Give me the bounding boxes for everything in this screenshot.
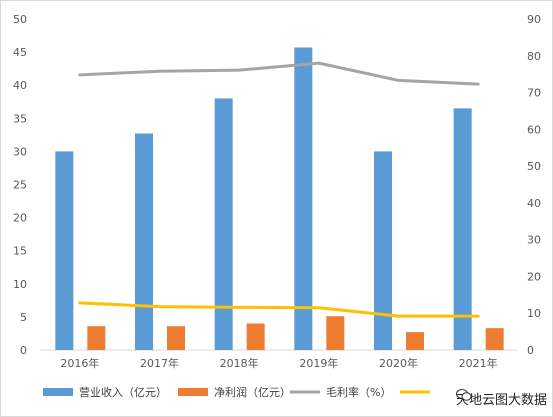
legend-swatch bbox=[178, 388, 208, 396]
y-tick-label: 5 bbox=[20, 311, 27, 324]
x-tick-label: 2017年 bbox=[140, 356, 179, 370]
x-tick-label: 2021年 bbox=[459, 356, 498, 370]
legend: 营业收入（亿元） 净利润（亿元） 毛利率（%） bbox=[43, 385, 430, 399]
watermark: 天地云图大数据 bbox=[455, 389, 547, 408]
y2-tick-label: 20 bbox=[527, 270, 541, 283]
wechat-icon bbox=[455, 389, 472, 401]
bar bbox=[406, 332, 424, 350]
bar bbox=[87, 326, 106, 350]
bar bbox=[374, 151, 392, 350]
legend-label: 毛利率（%） bbox=[326, 385, 391, 399]
y-tick-label: 40 bbox=[13, 79, 27, 92]
y-tick-label: 20 bbox=[13, 212, 27, 225]
y2-tick-label: 60 bbox=[527, 123, 541, 136]
y-tick-label: 25 bbox=[13, 179, 27, 192]
x-tick-label: 2020年 bbox=[379, 356, 418, 370]
bar bbox=[55, 151, 74, 350]
y2-tick-label: 90 bbox=[527, 13, 541, 26]
bar-series bbox=[55, 47, 504, 351]
y2-tick-label: 50 bbox=[527, 160, 541, 173]
y2-tick-label: 0 bbox=[527, 344, 534, 357]
y2-tick-label: 10 bbox=[527, 307, 541, 320]
y2-tick-label: 80 bbox=[527, 50, 541, 63]
bar bbox=[135, 133, 153, 350]
watermark-text: 天地云图大数据 bbox=[455, 393, 547, 408]
y2-tick-label: 70 bbox=[527, 87, 541, 100]
bar bbox=[246, 323, 265, 350]
x-axis: 2016年 2017年 2018年 2019年 2020年 2021年 bbox=[60, 356, 497, 370]
bar bbox=[485, 328, 504, 350]
y-tick-label: 10 bbox=[13, 278, 27, 291]
y2-tick-label: 40 bbox=[527, 197, 541, 210]
bar bbox=[294, 47, 313, 350]
y-tick-label: 45 bbox=[13, 46, 27, 59]
line-series bbox=[78, 61, 480, 318]
bar bbox=[167, 326, 185, 350]
left-axis: 0 5 10 15 20 25 30 35 40 45 50 bbox=[13, 13, 27, 357]
legend-label: 净利润（亿元） bbox=[214, 385, 291, 399]
legend-swatch bbox=[43, 388, 73, 396]
y-tick-label: 15 bbox=[13, 245, 27, 258]
legend-label: 营业收入（亿元） bbox=[79, 385, 167, 399]
y-tick-label: 0 bbox=[20, 344, 27, 357]
y2-tick-label: 30 bbox=[527, 234, 541, 247]
y-tick-label: 35 bbox=[13, 112, 27, 125]
y-tick-label: 30 bbox=[13, 145, 27, 158]
x-tick-label: 2018年 bbox=[220, 356, 259, 370]
x-tick-label: 2016年 bbox=[60, 356, 99, 370]
line-series-path bbox=[78, 301, 480, 318]
right-axis: 0 10 20 30 40 50 60 70 80 90 bbox=[527, 13, 541, 357]
y-tick-label: 50 bbox=[13, 13, 27, 26]
bar bbox=[453, 108, 472, 351]
bar bbox=[326, 316, 345, 350]
bar bbox=[214, 98, 233, 350]
x-tick-label: 2019年 bbox=[299, 356, 338, 370]
line-series-path bbox=[78, 61, 480, 86]
